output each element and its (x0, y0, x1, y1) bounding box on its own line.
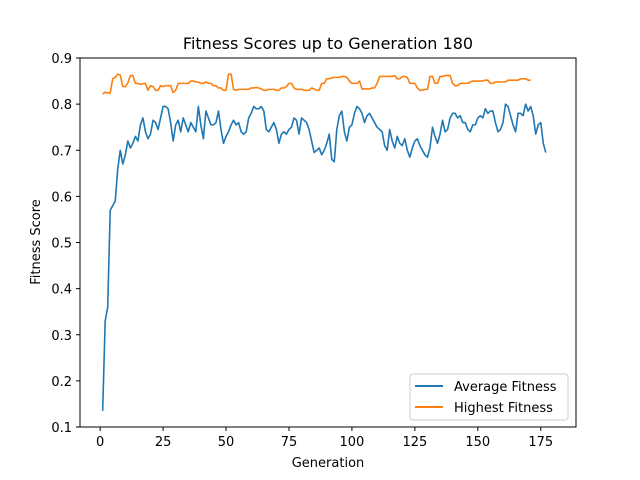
x-tick-label: 175 (528, 435, 553, 450)
legend-box (409, 373, 569, 421)
series-lines (101, 73, 547, 411)
x-tick-label: 75 (281, 435, 298, 450)
y-axis-label: Fitness Score (29, 199, 44, 285)
y-tick-label: 0.9 (51, 52, 72, 67)
x-axis-label: Generation (292, 456, 365, 471)
y-tick-label: 0.4 (51, 283, 72, 298)
y-tick-label: 0.2 (51, 375, 72, 390)
series-line-highest-fitness (102, 73, 531, 95)
y-tick-label: 0.3 (51, 329, 72, 344)
series-line-average-fitness (101, 103, 547, 411)
legend: Average Fitness Highest Fitness (409, 373, 569, 421)
legend-label-highest: Highest Fitness (454, 401, 553, 416)
y-axis: 0.1 0.2 0.3 0.4 0.5 0.6 0.7 0.8 0.9 (51, 52, 80, 436)
x-tick-label: 25 (155, 435, 172, 450)
y-tick-label: 0.5 (51, 237, 72, 252)
x-tick-label: 100 (340, 435, 365, 450)
x-tick-label: 0 (96, 435, 104, 450)
x-tick-label: 125 (402, 435, 427, 450)
y-tick-label: 0.1 (51, 421, 72, 436)
y-tick-label: 0.6 (51, 190, 72, 205)
chart-title: Fitness Scores up to Generation 180 (183, 34, 473, 53)
x-axis: 0 25 50 75 100 125 150 175 (96, 427, 553, 450)
y-tick-label: 0.8 (51, 98, 72, 113)
x-tick-label: 150 (465, 435, 490, 450)
plot-frame (79, 57, 577, 428)
y-tick-label: 0.7 (51, 144, 72, 159)
x-tick-label: 50 (218, 435, 235, 450)
legend-label-average: Average Fitness (454, 380, 557, 395)
